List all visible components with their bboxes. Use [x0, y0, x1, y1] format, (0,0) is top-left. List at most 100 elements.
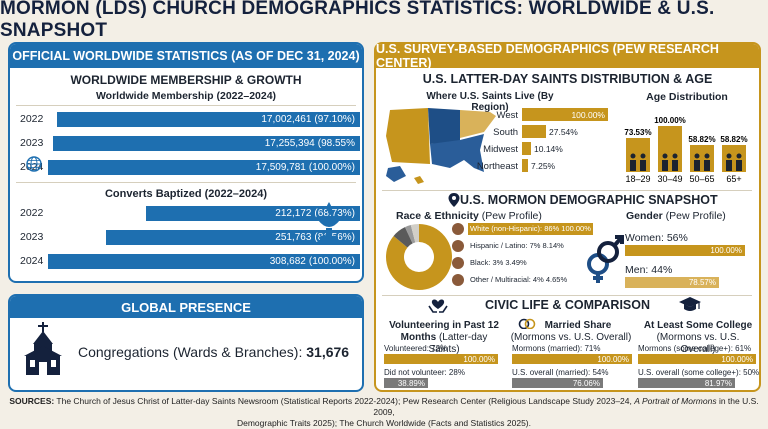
married-label-1: U.S. overall (married): 54% [512, 368, 609, 377]
college-bar-1: 81.97% [638, 378, 735, 388]
gender-title-text: Gender [626, 210, 663, 222]
global-presence-header: GLOBAL PRESENCE [10, 296, 362, 318]
vol-title: Volunteering in Past 12 Months (Latter-d… [384, 320, 504, 356]
mar-title-text: Married Share [544, 320, 612, 331]
gender-title: Gender (Pew Profile) [626, 210, 726, 222]
church-icon [24, 322, 62, 375]
gender-chart: Women: 56% 100.00% Men: 44% 78.57% [625, 232, 745, 292]
civic-title: CIVIC LIFE & COMPARISON [484, 298, 651, 312]
converts-percent-2022: (68.73%) [314, 208, 355, 219]
global-presence-panel: GLOBAL PRESENCE Congregations (Wards & B… [8, 294, 364, 392]
us-map [386, 108, 496, 184]
region-chart: West 100.00% South 27.54% Midwest 10.14% North… [470, 108, 620, 176]
race-title: Race & Ethnicity (Pew Profile) [396, 210, 542, 222]
heart-hands-icon [428, 299, 448, 313]
gender-bar-1: 78.57% [625, 277, 719, 288]
sources-text-3: Demographic Traits 2025); The Church Wor… [236, 418, 531, 428]
membership-year-2022: 2022 [20, 113, 44, 125]
person-icon [662, 153, 678, 171]
page-title: MORMON (LDS) CHURCH DEMOGRAPHICS STATIST… [0, 0, 715, 41]
us-header: U.S. SURVEY-BASED DEMOGRAPHICS (PEW RESE… [376, 42, 759, 70]
congregations-value: 31,676 [306, 344, 350, 360]
converts-year-2023: 2023 [20, 231, 44, 243]
age-value-18–29: 73.53% [624, 128, 651, 137]
race-legend-item-0: White (non-Hispanic): 86% 100.00% [468, 223, 593, 235]
gender-symbol-icon [587, 235, 624, 283]
face-icon [452, 274, 464, 286]
worldwide-panel: OFFICIAL WORLDWIDE STATISTICS (AS OF DEC… [8, 42, 364, 283]
race-slice-3 [410, 224, 419, 243]
converts-value-2022: 212,172 [275, 208, 312, 219]
converts-chart: 2022212,172(68.73%)2023251,763(81.56%)20… [10, 200, 362, 276]
gender-index-1: 78.57% [688, 278, 716, 287]
volunteer-index-0: 100.00% [463, 354, 495, 364]
face-icon [452, 223, 464, 235]
membership-year-2023: 2023 [20, 137, 44, 149]
race-legend-item-3: Other / Multiracial: 4% 4.65% [470, 275, 568, 284]
mar-note: (Mormons vs. U.S. Overall) [510, 332, 632, 343]
age-value-65+: 58.82% [720, 135, 747, 144]
married-bar-0: 100.00% [512, 354, 632, 364]
age-value-30–49: 100.00% [654, 116, 686, 125]
globe-icon [26, 156, 42, 172]
married-index-0: 100.00% [597, 354, 629, 364]
race-slice-0 [386, 224, 452, 290]
volunteer-bar-0: 100.00% [384, 354, 498, 364]
sources: SOURCES: The Church of Jesus Christ of L… [6, 396, 762, 429]
membership-bar-2024: 17,509,781 (100.00%) [48, 160, 360, 175]
region-value-Northeast: 7.25% [531, 161, 556, 171]
race-note: (Pew Profile) [478, 210, 542, 222]
volunteer-label-1: Did not volunteer: 28% [384, 368, 465, 377]
membership-percent-2023: (98.55% [317, 138, 355, 149]
col-note: (Mormons vs. U.S. Overall) [656, 332, 740, 355]
college-label-1: U.S. overall (some college+): 50% [638, 368, 760, 377]
membership-chart: 2022 17,002,461 (97.10%) 2023 17,255,394 (98.… [10, 106, 362, 182]
age-chart-title: Age Distribution [646, 91, 728, 103]
civic-divider [382, 295, 752, 296]
converts-value-2024: 308,682 [269, 256, 306, 267]
age-bar-30–49 [658, 126, 682, 172]
converts-title: Converts Baptized (2022–2024) [104, 188, 267, 200]
location-pin-icon [448, 193, 460, 207]
age-label-30–49: 30–49 [657, 174, 682, 184]
sources-text-2: in the U.S. 2009, [373, 396, 759, 417]
membership-percent-2024: (100.00%) [308, 162, 355, 173]
gender-label-1: Men: 44% [625, 264, 673, 276]
face-icon [452, 240, 464, 252]
worldwide-header: OFFICIAL WORLDWIDE STATISTICS (AS OF DEC… [10, 44, 362, 68]
age-chart: 73.53% 18–29 100.00% 30–49 58.82% 50–65 58.82%… [624, 116, 747, 184]
rings-icon [518, 318, 536, 329]
region-chart-title: Where U.S. Saints Live (By Region) [426, 91, 554, 113]
membership-title: WORLDWIDE MEMBERSHIP & GROWTH [70, 73, 302, 87]
college-bar-0: 100.00% [638, 354, 756, 364]
region-label-South: South [493, 127, 518, 138]
membership-chart-title: Worldwide Membership (2022–2024) [95, 90, 277, 102]
region-bar-Northeast [522, 159, 528, 172]
race-legend: White (non-Hispanic): 86% 100.00% Hispani… [452, 223, 593, 293]
race-slice-2 [404, 225, 416, 244]
region-value-Midwest: 10.14% [534, 144, 563, 154]
membership-value-2024: 17,509,781 [255, 162, 306, 173]
face-icon [452, 257, 464, 269]
person-icon [694, 153, 710, 171]
region-label-Northeast: Northeast [476, 161, 518, 172]
snapshot-divider [382, 190, 752, 191]
converts-percent-2024: (100.00%) [308, 256, 355, 267]
converts-bar-2022: 212,172 (68.73%) [146, 206, 360, 221]
college-index-1: 81.97% [704, 378, 732, 388]
gender-note: (Pew Profile) [662, 210, 726, 222]
age-label-18–29: 18–29 [625, 174, 650, 184]
age-bar-50–65 [690, 145, 714, 172]
mar-title: Married Share (Mormons vs. U.S. Overall) [508, 320, 634, 344]
membership-percent-2022: (97.10%) [314, 114, 355, 125]
age-label-50–65: 50–65 [689, 174, 714, 184]
membership-bar-2022: 17,002,461 (97.10%) [57, 112, 360, 127]
race-legend-item-2: Black: 3% 3.49% [470, 258, 527, 267]
age-label-65+: 65+ [726, 174, 741, 184]
region-bar-Midwest [522, 142, 531, 155]
congregations-stat: Congregations (Wards & Branches): 31,676 [78, 344, 349, 360]
gender-bar-0: 100.00% [625, 245, 745, 256]
congregations-label: Congregations (Wards & Branches): [78, 344, 307, 360]
volunteer-index-1: 38.89% [397, 378, 425, 388]
race-title-text: Race & Ethnicity [396, 210, 479, 222]
